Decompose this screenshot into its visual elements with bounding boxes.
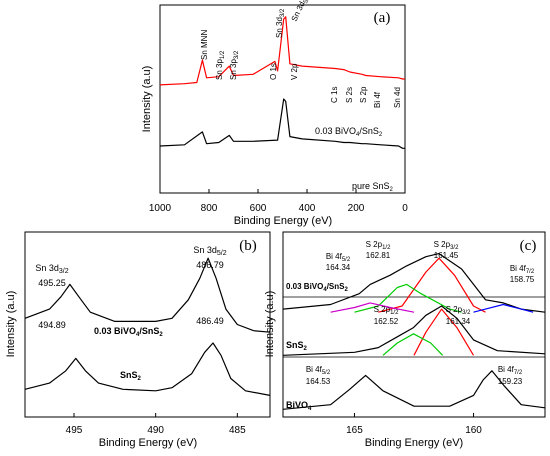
x-ticks-a: 1000 800 600 400 200 0 xyxy=(149,189,408,214)
annotation-158-75: 158.75 xyxy=(510,275,535,284)
annotation-bi-4f52-bottom: Bi 4f5/2 xyxy=(306,365,331,376)
annotation-sn-3d52-b: Sn 3d5/2 xyxy=(193,245,226,257)
x-tick-label: 165 xyxy=(346,425,363,436)
x-axis-label-c: Binding Energy (eV) xyxy=(365,437,463,449)
annotation-sn-3d32-b: Sn 3d3/2 xyxy=(35,263,68,275)
panel-a: (a) 1000 800 600 400 200 0 Binding Energy (eV… xyxy=(141,0,408,227)
series-line-bivo4 xyxy=(282,370,546,410)
series-b xyxy=(24,257,271,396)
y-axis-label-b: Intensity (a.u) xyxy=(5,291,17,358)
x-tick-label: 0 xyxy=(402,203,408,214)
annotation-162-81: 162.81 xyxy=(366,251,391,260)
annotation-161-34: 161.34 xyxy=(446,317,471,326)
annotation-s-2p12-mid: S 2p1/2 xyxy=(374,305,399,316)
annotation-sn-mnn: Sn MNN xyxy=(200,30,209,60)
x-tick-label: 490 xyxy=(147,425,164,436)
annotation-sn-3d32: Sn 3d3/2 xyxy=(275,8,286,38)
x-ticks-c: 165 160 xyxy=(346,413,482,436)
series-line-s-2p1-2-fit xyxy=(354,283,462,313)
annotation-486-49: 486.49 xyxy=(196,316,224,326)
legend-label-sns2-b: SnS2 xyxy=(120,370,142,382)
series-a xyxy=(159,16,405,149)
annotation-bi-4f72-top: Bi 4f7/2 xyxy=(510,264,535,275)
legend-label-sns2-c: SnS2 xyxy=(286,340,308,352)
annotation-s-2p: S 2p xyxy=(359,86,368,103)
annotation-164-34: 164.34 xyxy=(326,263,351,272)
x-tick-label: 800 xyxy=(201,203,218,214)
legend-label-bivo4-c: BiVO4 xyxy=(286,400,312,412)
annotation-sn-3p12: Sn 3p1/2 xyxy=(215,50,226,80)
series-line-pure-sns2 xyxy=(159,98,405,149)
annotation-s-2s: S 2s xyxy=(345,87,354,103)
annotation-s-2p32-top: S 2p3/2 xyxy=(434,240,459,251)
legend-label-bivo4-sns2-c: 0.03 BiVO4/SnS2 xyxy=(286,282,348,293)
annotation-o-1s: O 1s xyxy=(269,63,278,80)
annotation-sn-3d52: Sn 3d5/2 xyxy=(290,0,313,24)
series-line-0-03-bivo4-sns2 xyxy=(24,257,271,333)
series-line-bi-4f7-2-fit xyxy=(473,303,534,313)
plot-frame-a xyxy=(159,4,406,194)
plot-frame-b xyxy=(24,231,271,418)
annotation-s-2p12-top: S 2p1/2 xyxy=(366,240,391,251)
x-axis-label-b: Binding Energy (eV) xyxy=(99,437,197,449)
legend-label-bivo4-sns2-a: 0.03 BiVO4/SnS2 xyxy=(315,126,383,138)
x-tick-label: 495 xyxy=(66,425,83,436)
series-line-bi-4f5-2-fit xyxy=(330,302,415,313)
series-line-sns2-s-2p1-2-fit xyxy=(382,333,444,356)
panel-letter-b: (b) xyxy=(239,238,257,254)
panel-b: (b) 495 490 485 Binding Energy (eV) Intens… xyxy=(5,231,271,449)
annotation-sn-4d: Sn 4d xyxy=(393,87,402,108)
series-line-0-03-bivo4-sns2 xyxy=(159,16,405,86)
series-line-0-03-bivo4-sns2 xyxy=(282,253,546,313)
annotation-494-89: 494.89 xyxy=(38,320,66,330)
annotation-sn-3p32: Sn 3p3/2 xyxy=(229,50,240,80)
x-tick-label: 485 xyxy=(229,425,246,436)
series-line-sns2 xyxy=(282,305,546,356)
annotation-bi-4f72-bottom: Bi 4f7/2 xyxy=(498,365,523,376)
series-line-sns2 xyxy=(24,342,271,396)
x-tick-label: 200 xyxy=(348,203,365,214)
annotation-159-23: 159.23 xyxy=(498,377,523,386)
panel-letter-a: (a) xyxy=(374,10,391,26)
y-axis-label-a: Intensity (a.u) xyxy=(141,66,153,133)
x-ticks-b: 495 490 485 xyxy=(66,413,246,436)
panel-c: (c) 165 160 Binding Energy (eV) Intensity… xyxy=(264,231,546,449)
annotation-495-25: 495.25 xyxy=(38,278,66,288)
series-c xyxy=(282,253,546,410)
annotation-bi-4f: Bi 4f xyxy=(373,91,382,108)
x-tick-label: 160 xyxy=(465,425,482,436)
annotation-164-53: 164.53 xyxy=(306,377,331,386)
annotation-162-52: 162.52 xyxy=(374,317,399,326)
x-axis-label-a: Binding Energy (eV) xyxy=(234,215,332,227)
series-line-sns2-s-2p3-2-fit xyxy=(413,308,475,356)
x-tick-label: 400 xyxy=(299,203,316,214)
plot-frame-c xyxy=(282,231,546,418)
series-line-s-2p3-2-fit xyxy=(378,257,486,313)
x-tick-label: 600 xyxy=(250,203,267,214)
y-axis-label-c: Intensity (a.u) xyxy=(264,291,276,358)
legend-label-bivo4-sns2-b: 0.03 BiVO4/SnS2 xyxy=(94,326,163,338)
annotation-bi-4f52-top: Bi 4f5/2 xyxy=(326,252,351,263)
annotation-161-45: 161.45 xyxy=(434,251,459,260)
panel-letter-c: (c) xyxy=(520,238,537,254)
annotation-s-2p32-mid: S 2p3/2 xyxy=(446,305,471,316)
x-tick-label: 1000 xyxy=(149,203,172,214)
annotation-c-1s: C 1s xyxy=(330,87,339,103)
legend-label-pure-sns2: pure SnS2 xyxy=(352,181,394,193)
annotation-486-79: 486.79 xyxy=(196,260,224,270)
annotation-v-2p: V 2p xyxy=(290,63,299,80)
